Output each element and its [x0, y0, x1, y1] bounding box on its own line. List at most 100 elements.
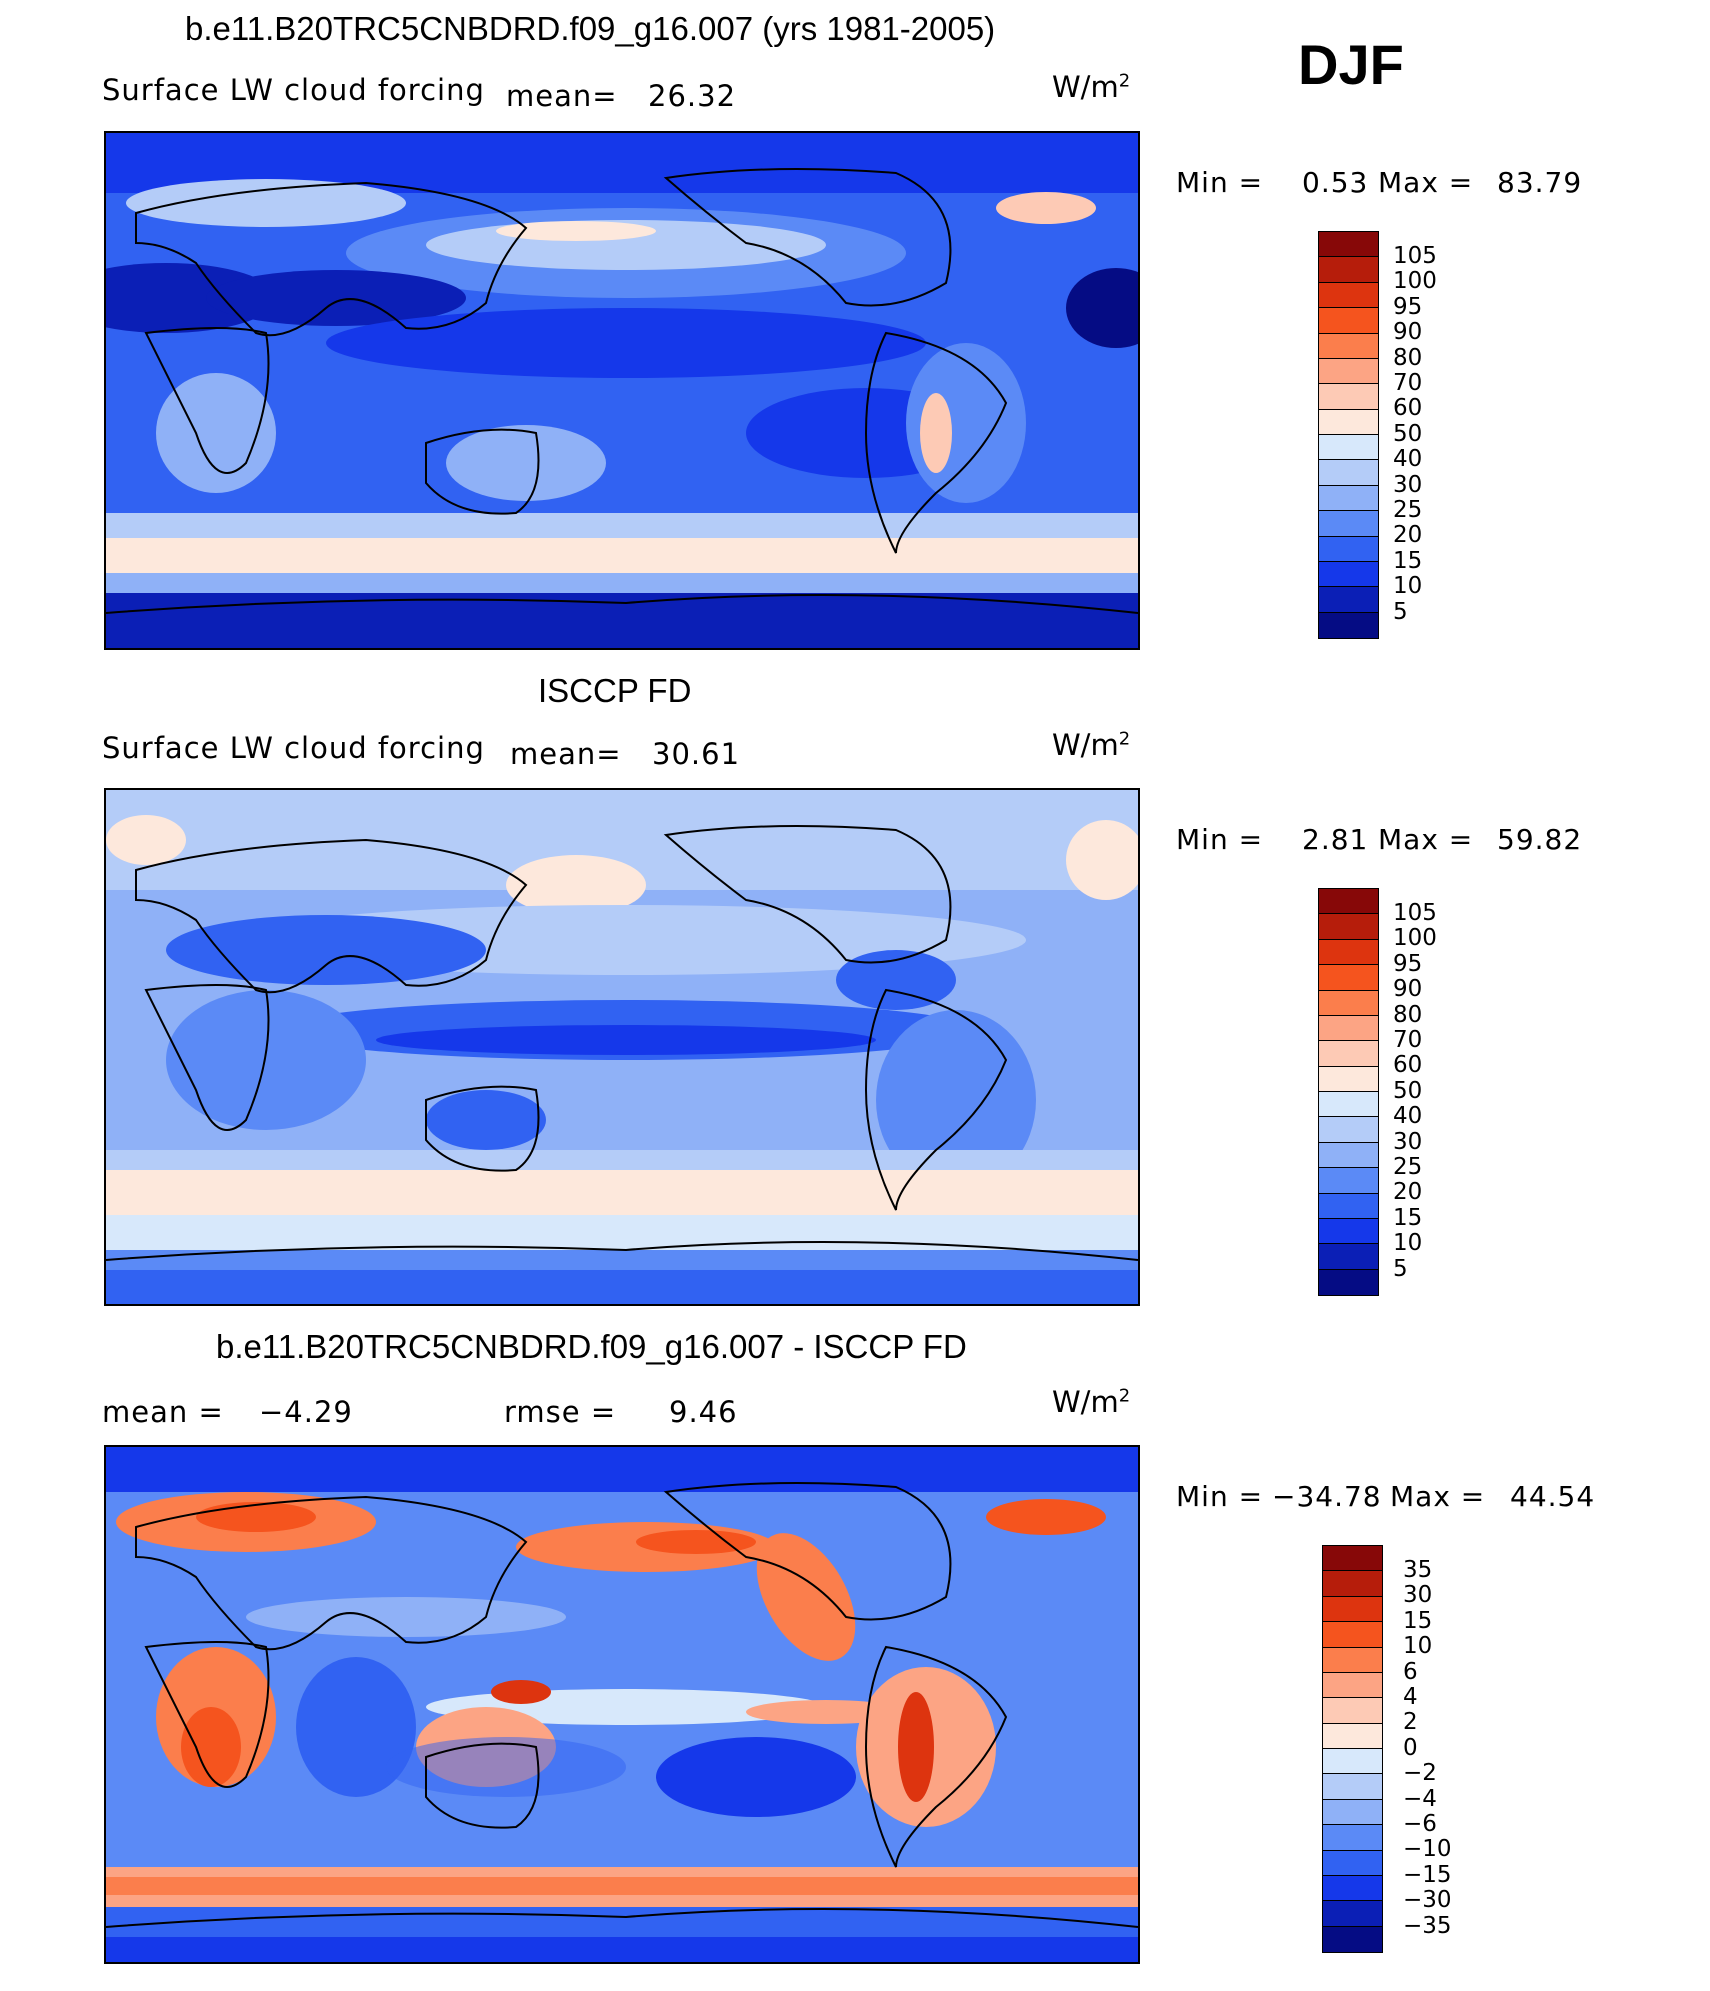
- colorbar-swatch: [1319, 1193, 1378, 1219]
- colorbar-tick-label: −4: [1403, 1785, 1437, 1812]
- panel3-rmse-label: rmse =: [504, 1395, 617, 1429]
- panel2-max-label: Max =: [1378, 823, 1474, 856]
- panel1-max-label: Max =: [1378, 166, 1474, 199]
- colorbar-swatch: [1319, 232, 1378, 258]
- colorbar-tick-label: 90: [1393, 319, 1423, 346]
- colorbar-tick-label: 50: [1393, 420, 1423, 447]
- panel2-min-label: Min =: [1176, 823, 1264, 856]
- panel1-colorbar-labels: 105 100 95 90 80 70 60 50 40 30 25 20 15 10 5: [1393, 243, 1437, 625]
- colorbar-swatch: [1319, 1269, 1378, 1295]
- colorbar-swatch: [1319, 308, 1378, 334]
- panel3-colorbar: [1322, 1545, 1383, 1953]
- colorbar-swatch: [1323, 1749, 1382, 1775]
- colorbar-tick-label: 2: [1403, 1709, 1418, 1736]
- colorbar-swatch: [1319, 409, 1378, 435]
- colorbar-tick-label: 105: [1393, 900, 1437, 926]
- colorbar-swatch: [1319, 1244, 1378, 1270]
- colorbar-swatch: [1319, 1218, 1378, 1245]
- panel1-mean-value: 26.32: [648, 79, 737, 113]
- colorbar-tick-label: 5: [1393, 1255, 1408, 1282]
- colorbar-swatch: [1319, 435, 1378, 461]
- colorbar-swatch: [1319, 889, 1378, 915]
- colorbar-tick-label: 60: [1393, 395, 1423, 422]
- panel2-max-value: 59.82: [1497, 823, 1583, 856]
- colorbar-tick-label: 15: [1393, 1204, 1423, 1231]
- colorbar-tick-label: 10: [1403, 1633, 1433, 1660]
- colorbar-swatch: [1319, 1066, 1378, 1092]
- colorbar-tick-label: 95: [1393, 950, 1423, 977]
- colorbar-swatch: [1319, 1041, 1378, 1067]
- colorbar-tick-label: 25: [1393, 1154, 1423, 1181]
- colorbar-swatch: [1319, 561, 1378, 588]
- colorbar-tick-label: 20: [1393, 1179, 1423, 1206]
- colorbar-tick-label: −6: [1403, 1811, 1437, 1838]
- panel1-units: W/m2: [1052, 70, 1131, 104]
- colorbar-swatch: [1319, 485, 1378, 512]
- panel3-max-value: 44.54: [1510, 1480, 1596, 1513]
- panel1-subtitle: Surface LW cloud forcing: [102, 73, 485, 107]
- colorbar-swatch: [1319, 1015, 1378, 1042]
- colorbar-swatch: [1323, 1723, 1382, 1749]
- colorbar-swatch: [1319, 990, 1378, 1016]
- panel3-rmse-value: 9.46: [669, 1395, 738, 1429]
- colorbar-tick-label: 70: [1393, 1027, 1423, 1054]
- colorbar-tick-label: 70: [1393, 370, 1423, 397]
- colorbar-swatch: [1319, 536, 1378, 562]
- colorbar-tick-label: 100: [1393, 268, 1437, 295]
- panel3-map: [104, 1445, 1140, 1964]
- panel1-field: [106, 133, 1138, 648]
- colorbar-tick-label: −15: [1403, 1861, 1452, 1888]
- colorbar-swatch: [1323, 1647, 1382, 1673]
- colorbar-swatch: [1323, 1622, 1382, 1648]
- colorbar-tick-label: 105: [1393, 243, 1437, 269]
- panel2-mean-label: mean=: [510, 737, 622, 771]
- colorbar-swatch: [1319, 257, 1378, 283]
- colorbar-tick-label: 40: [1393, 446, 1423, 473]
- colorbar-tick-label: 40: [1393, 1103, 1423, 1130]
- colorbar-tick-label: 6: [1403, 1658, 1418, 1685]
- colorbar-swatch: [1323, 1596, 1382, 1623]
- panel1-mean-label: mean=: [506, 79, 618, 113]
- colorbar-swatch: [1319, 460, 1378, 486]
- colorbar-tick-label: 90: [1393, 976, 1423, 1003]
- panel3-colorbar-labels: 35 30 15 10 6 4 2 0 −2 −4 −6 −10 −15 −30 −35: [1403, 1557, 1452, 1939]
- colorbar-swatch: [1319, 939, 1378, 966]
- colorbar-swatch: [1319, 511, 1378, 537]
- panel3-min-value: −34.78: [1272, 1480, 1382, 1513]
- colorbar-tick-label: 80: [1393, 344, 1423, 371]
- colorbar-tick-label: 30: [1393, 1128, 1423, 1155]
- colorbar-swatch: [1319, 384, 1378, 410]
- panel1-max-value: 83.79: [1497, 166, 1583, 199]
- panel3-mean-label: mean =: [102, 1395, 224, 1429]
- colorbar-tick-label: 35: [1403, 1557, 1433, 1583]
- colorbar-tick-label: 4: [1403, 1684, 1418, 1711]
- colorbar-tick-label: 5: [1393, 598, 1408, 625]
- colorbar-tick-label: 0: [1403, 1734, 1418, 1761]
- colorbar-swatch: [1323, 1672, 1382, 1699]
- colorbar-tick-label: −10: [1403, 1836, 1452, 1863]
- panel3-units: W/m2: [1052, 1385, 1131, 1419]
- colorbar-tick-label: 50: [1393, 1077, 1423, 1104]
- panel2-map: [104, 788, 1140, 1306]
- colorbar-tick-label: −2: [1403, 1760, 1437, 1787]
- panel3-min-label: Min =: [1176, 1480, 1264, 1513]
- panel3-field: [106, 1447, 1138, 1962]
- colorbar-swatch: [1319, 587, 1378, 613]
- panel2-mean-value: 30.61: [652, 737, 741, 771]
- panel1-colorbar: [1318, 231, 1379, 639]
- colorbar-swatch: [1319, 358, 1378, 385]
- colorbar-swatch: [1323, 1774, 1382, 1800]
- colorbar-swatch: [1319, 1092, 1378, 1118]
- colorbar-tick-label: 100: [1393, 925, 1437, 952]
- colorbar-swatch: [1319, 333, 1378, 359]
- panel3-mean-value: −4.29: [259, 1395, 353, 1429]
- colorbar-swatch: [1319, 965, 1378, 991]
- colorbar-swatch: [1319, 282, 1378, 309]
- colorbar-tick-label: −30: [1403, 1887, 1452, 1914]
- panel2-title: ISCCP FD: [538, 672, 692, 709]
- colorbar-tick-label: 15: [1393, 547, 1423, 574]
- colorbar-tick-label: 60: [1393, 1052, 1423, 1079]
- panel2-field: [106, 790, 1138, 1304]
- panel1-title: b.e11.B20TRC5CNBDRD.f09_g16.007 (yrs 198…: [185, 10, 996, 47]
- colorbar-tick-label: −35: [1403, 1912, 1452, 1939]
